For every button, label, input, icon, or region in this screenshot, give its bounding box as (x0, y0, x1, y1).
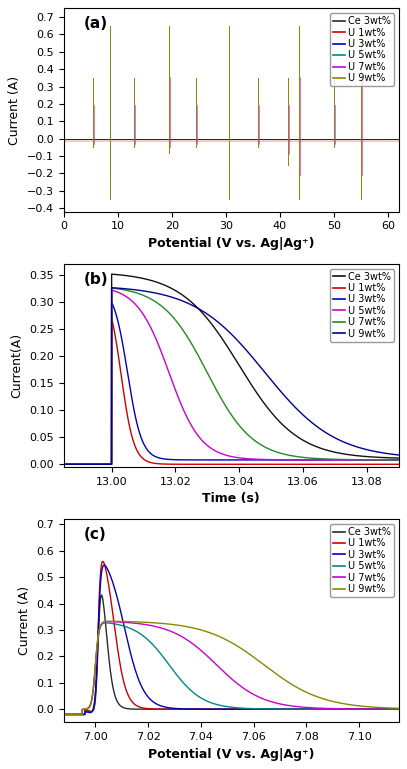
X-axis label: Potential (V vs. Ag|Ag⁺): Potential (V vs. Ag|Ag⁺) (148, 237, 315, 250)
Text: (a): (a) (84, 16, 108, 32)
Y-axis label: Current (A): Current (A) (18, 586, 31, 655)
Y-axis label: Current(A): Current(A) (11, 333, 24, 398)
Text: (c): (c) (84, 528, 107, 542)
Y-axis label: Current (A): Current (A) (8, 75, 21, 145)
Legend: Ce 3wt%, U 1wt%, U 3wt%, U 5wt%, U 7wt%, U 9wt%: Ce 3wt%, U 1wt%, U 3wt%, U 5wt%, U 7wt%,… (330, 524, 394, 598)
Legend: Ce 3wt%, U 1wt%, U 3wt%, U 5wt%, U 7wt%, U 9wt%: Ce 3wt%, U 1wt%, U 3wt%, U 5wt%, U 7wt%,… (330, 13, 394, 86)
X-axis label: Time (s): Time (s) (202, 492, 260, 505)
Text: (b): (b) (84, 272, 108, 287)
Legend: Ce 3wt%, U 1wt%, U 3wt%, U 5wt%, U 7wt%, U 9wt%: Ce 3wt%, U 1wt%, U 3wt%, U 5wt%, U 7wt%,… (330, 268, 394, 341)
X-axis label: Potential (V vs. Ag|Ag⁺): Potential (V vs. Ag|Ag⁺) (148, 747, 315, 761)
